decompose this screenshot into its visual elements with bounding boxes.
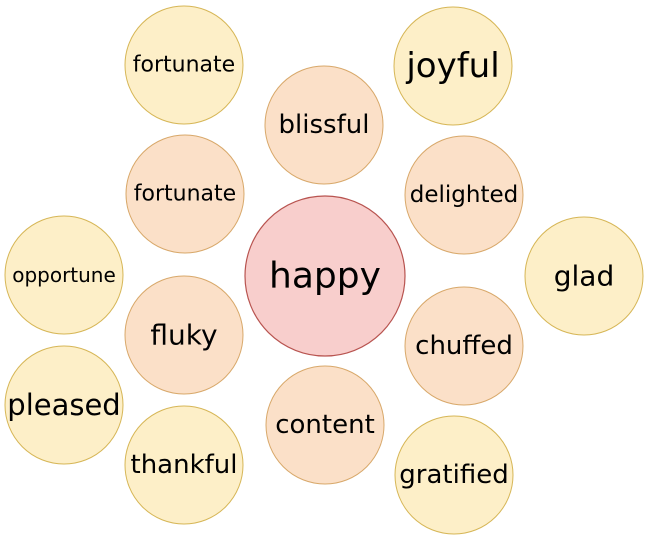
node-delighted-label: delighted [410, 182, 518, 208]
node-gratified: gratified [394, 415, 514, 535]
node-joyful: joyful [393, 6, 513, 126]
node-thankful-circle [124, 405, 244, 525]
node-fortunate-inner-label: fortunate [134, 182, 236, 207]
node-content-label: content [275, 410, 375, 440]
node-delighted: delighted [404, 135, 524, 255]
node-happy-label: happy [269, 256, 381, 297]
node-fortunate-outer: fortunate [124, 5, 244, 125]
node-thankful: thankful [124, 405, 244, 525]
node-happy: happy [244, 195, 406, 357]
node-thankful-label: thankful [131, 450, 238, 480]
node-fortunate-inner: fortunate [125, 134, 245, 254]
node-blissful: blissful [264, 65, 384, 185]
node-opportune-label: opportune [12, 263, 116, 287]
node-glad: glad [524, 216, 644, 336]
node-gratified-circle [394, 415, 514, 535]
node-content: content [265, 365, 385, 485]
node-pleased-label: pleased [7, 388, 120, 422]
node-pleased-circle [4, 345, 124, 465]
node-happy-circle [244, 195, 406, 357]
node-joyful-label: joyful [405, 46, 499, 86]
node-opportune: opportune [4, 215, 124, 335]
node-joyful-circle [393, 6, 513, 126]
node-opportune-circle [4, 215, 124, 335]
node-fortunate-outer-label: fortunate [133, 53, 235, 78]
node-chuffed-label: chuffed [415, 331, 513, 361]
node-glad-label: glad [554, 260, 614, 293]
node-fluky-label: fluky [150, 319, 217, 352]
node-fortunate-outer-circle [124, 5, 244, 125]
node-gratified-label: gratified [399, 460, 508, 490]
node-chuffed: chuffed [404, 286, 524, 406]
node-chuffed-circle [404, 286, 524, 406]
node-pleased: pleased [4, 345, 124, 465]
node-fluky: fluky [124, 275, 244, 395]
node-glad-circle [524, 216, 644, 336]
node-delighted-circle [404, 135, 524, 255]
node-content-circle [265, 365, 385, 485]
node-fortunate-inner-circle [125, 134, 245, 254]
node-blissful-circle [264, 65, 384, 185]
node-fluky-circle [124, 275, 244, 395]
node-blissful-label: blissful [279, 110, 370, 140]
